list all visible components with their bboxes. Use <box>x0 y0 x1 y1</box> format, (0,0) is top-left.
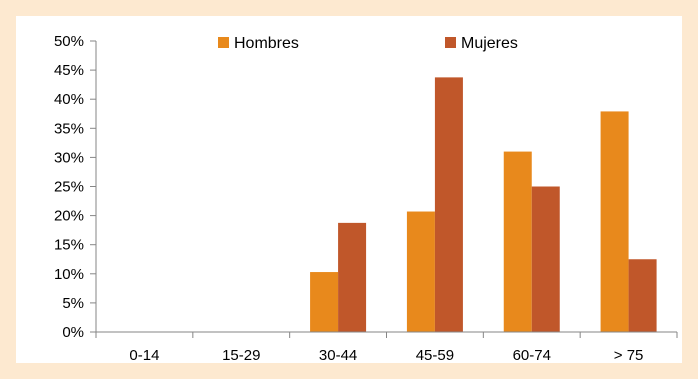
bar-hombres-3 <box>406 211 435 332</box>
bar-hombres-2 <box>310 272 339 332</box>
y-tick-label: 50% <box>54 33 84 50</box>
bar-mujeres-4 <box>531 186 560 332</box>
y-tick-label: 40% <box>54 91 84 108</box>
legend-label-mujeres: Mujeres <box>461 35 518 52</box>
bar-hombres-4 <box>503 151 532 332</box>
legend: Hombres Mujeres <box>218 35 518 52</box>
y-tick-label: 35% <box>54 120 84 137</box>
y-axis-tick-labels: 0% 5% 10% 15% 20% 25% 30% 35% 40% 45% 50% <box>54 33 84 341</box>
bar-chart: Hombres Mujeres 0% 5% 10% 15% 20% 25% 30% 35% 40%… <box>54 33 678 363</box>
x-tick-label: 60-74 <box>513 347 551 363</box>
y-tick-label: 20% <box>54 208 84 225</box>
y-tick-label: 0% <box>62 324 84 341</box>
x-tick-label: 0-14 <box>129 347 159 363</box>
x-tick-label: 45-59 <box>416 347 454 363</box>
x-tick-label: > 75 <box>614 347 644 363</box>
axes <box>90 40 678 338</box>
x-axis-tick-labels: 0-14 15-29 30-44 45-59 60-74 > 75 <box>129 347 643 363</box>
bars <box>310 77 657 332</box>
bar-mujeres-2 <box>338 222 367 332</box>
legend-swatch-mujeres <box>445 37 456 48</box>
x-tick-label: 30-44 <box>319 347 357 363</box>
x-tick-label: 15-29 <box>222 347 260 363</box>
y-tick-label: 25% <box>54 179 84 196</box>
chart-frame: Hombres Mujeres 0% 5% 10% 15% 20% 25% 30% 35% 40%… <box>16 16 682 363</box>
bar-mujeres-3 <box>434 77 463 332</box>
bar-mujeres-5 <box>628 259 657 332</box>
y-tick-label: 45% <box>54 62 84 79</box>
legend-label-hombres: Hombres <box>234 35 299 52</box>
y-tick-label: 30% <box>54 149 84 166</box>
y-tick-label: 15% <box>54 237 84 254</box>
y-tick-label: 10% <box>54 266 84 283</box>
y-tick-label: 5% <box>62 295 84 312</box>
bar-hombres-5 <box>600 111 629 332</box>
legend-swatch-hombres <box>218 37 229 48</box>
